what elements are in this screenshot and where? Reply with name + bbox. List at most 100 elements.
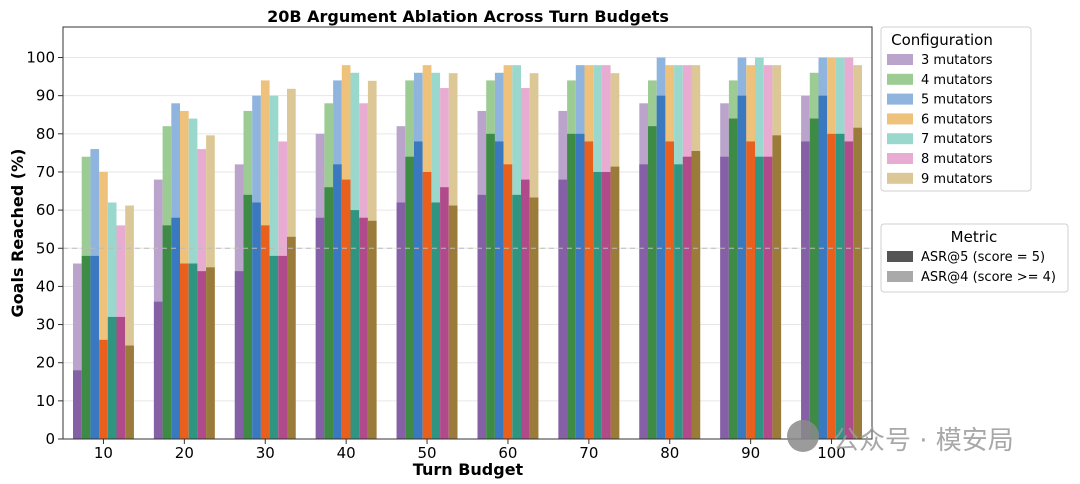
bar-asr5 xyxy=(575,133,585,439)
bar-asr5 xyxy=(801,141,810,439)
bar-asr5 xyxy=(558,179,568,439)
legend-item-label: 7 mutators xyxy=(921,132,993,147)
bar-asr5 xyxy=(844,141,854,439)
bar-asr5 xyxy=(503,164,513,440)
y-tick-label: 90 xyxy=(36,87,55,105)
bar-asr5 xyxy=(341,179,351,439)
x-tick-label: 80 xyxy=(660,444,679,462)
legend-item-label: 8 mutators xyxy=(921,152,993,167)
legend-item-label: ASR@4 (score >= 4) xyxy=(921,270,1056,285)
legend-configuration-title: Configuration xyxy=(891,31,993,49)
y-tick-label: 70 xyxy=(36,163,55,181)
bar-asr5 xyxy=(243,194,253,439)
legend-swatch xyxy=(887,54,913,65)
x-ticks: 10 20 30 40 50 60 70 80 90 100 xyxy=(94,439,846,462)
legend-swatch xyxy=(887,113,913,125)
watermark-text: 公众号 · 模安局 xyxy=(833,426,1014,456)
bar-asr5 xyxy=(674,164,683,440)
bar-asr5 xyxy=(512,194,521,439)
y-tick-label: 10 xyxy=(36,392,55,410)
bar-asr5 xyxy=(324,187,334,439)
bar-asr5 xyxy=(656,95,666,440)
bar-asr5 xyxy=(153,301,163,439)
bar-asr5 xyxy=(567,133,576,439)
bar-asr5 xyxy=(529,197,539,439)
legend-swatch xyxy=(887,271,913,282)
bar-asr5 xyxy=(252,202,261,439)
bar-asr5 xyxy=(315,217,325,439)
y-tick-label: 50 xyxy=(36,239,55,257)
legend-configuration: Configuration 3 mutators 4 mutators 5 muta… xyxy=(880,26,1032,192)
bar-asr5 xyxy=(477,194,487,439)
legend-swatch xyxy=(887,93,913,105)
bar-asr5 xyxy=(720,156,729,439)
bar-asr5 xyxy=(125,345,134,439)
bar-asr5 xyxy=(772,135,782,439)
bar-asr5 xyxy=(260,225,270,439)
legend-metric-title: Metric xyxy=(951,228,998,246)
bar-asr5 xyxy=(422,171,432,440)
bar-asr5 xyxy=(278,255,287,439)
legend-item-label: 6 mutators xyxy=(921,112,993,127)
bar-asr5 xyxy=(601,171,611,440)
bar-asr5 xyxy=(287,236,296,439)
x-tick-label: 40 xyxy=(337,444,356,462)
bar-asr5 xyxy=(648,126,657,440)
legend-metric: Metric ASR@5 (score = 5) ASR@4 (score >= … xyxy=(880,223,1069,293)
x-tick-label: 50 xyxy=(418,444,437,462)
x-tick-label: 100 xyxy=(817,444,846,462)
legend-swatch xyxy=(887,172,913,184)
x-tick-label: 30 xyxy=(256,444,275,462)
bar-asr5 xyxy=(737,95,747,440)
bar-asr5 xyxy=(206,267,215,439)
y-axis-label: Goals Reached (%) xyxy=(8,149,27,318)
x-tick-label: 70 xyxy=(579,444,598,462)
bar-asr5 xyxy=(682,156,692,439)
bar-asr4 xyxy=(73,263,82,439)
legend-swatch xyxy=(887,251,913,262)
legend-swatch xyxy=(887,73,913,85)
bar-asr5 xyxy=(234,271,244,439)
bar-asr4 xyxy=(125,205,134,439)
bar-asr5 xyxy=(763,156,773,439)
bar-asr5 xyxy=(333,164,342,440)
bar-asr5 xyxy=(440,187,449,439)
legend-item-label: 4 mutators xyxy=(921,73,993,88)
bar-asr4 xyxy=(99,171,108,440)
x-axis-label: Turn Budget xyxy=(413,460,524,479)
bar-asr5 xyxy=(610,166,620,439)
bar-asr5 xyxy=(835,133,845,439)
legend-swatch xyxy=(887,133,913,145)
bar-asr5 xyxy=(180,263,189,439)
bar-asr5 xyxy=(350,210,360,439)
watermark-logo-icon xyxy=(787,420,819,452)
bar-asr5 xyxy=(448,205,458,439)
bar-asr5 xyxy=(269,255,279,439)
watermark: 公众号 · 模安局 xyxy=(787,420,1014,456)
bar-asr5 xyxy=(431,202,441,439)
bar-asr5 xyxy=(639,164,648,440)
y-tick-label: 80 xyxy=(36,125,55,143)
x-tick-label: 90 xyxy=(741,444,760,462)
bar-asr5 xyxy=(728,118,738,440)
bar-asr5 xyxy=(853,127,862,439)
bar-asr5 xyxy=(494,141,504,439)
bar-asr5 xyxy=(521,179,530,439)
bars xyxy=(73,57,862,440)
bar-asr5 xyxy=(171,217,180,439)
bar-asr5 xyxy=(197,271,207,439)
legend-item-label: 5 mutators xyxy=(921,93,993,108)
y-tick-label: 0 xyxy=(45,430,55,448)
y-tick-label: 30 xyxy=(36,316,55,334)
bar-asr5 xyxy=(359,217,368,439)
plot-frame xyxy=(62,26,873,440)
y-ticks: 0 10 20 30 40 50 60 70 80 90 100 xyxy=(26,49,63,448)
bar-asr5 xyxy=(818,95,828,440)
bar-asr5 xyxy=(188,263,198,439)
legend-item-label: ASR@5 (score = 5) xyxy=(921,250,1045,265)
bar-asr5 xyxy=(486,133,495,439)
legend-item-label: 3 mutators xyxy=(921,53,993,68)
bar-asr5 xyxy=(162,225,172,439)
bar-asr5 xyxy=(584,141,594,439)
x-tick-label: 60 xyxy=(498,444,517,462)
